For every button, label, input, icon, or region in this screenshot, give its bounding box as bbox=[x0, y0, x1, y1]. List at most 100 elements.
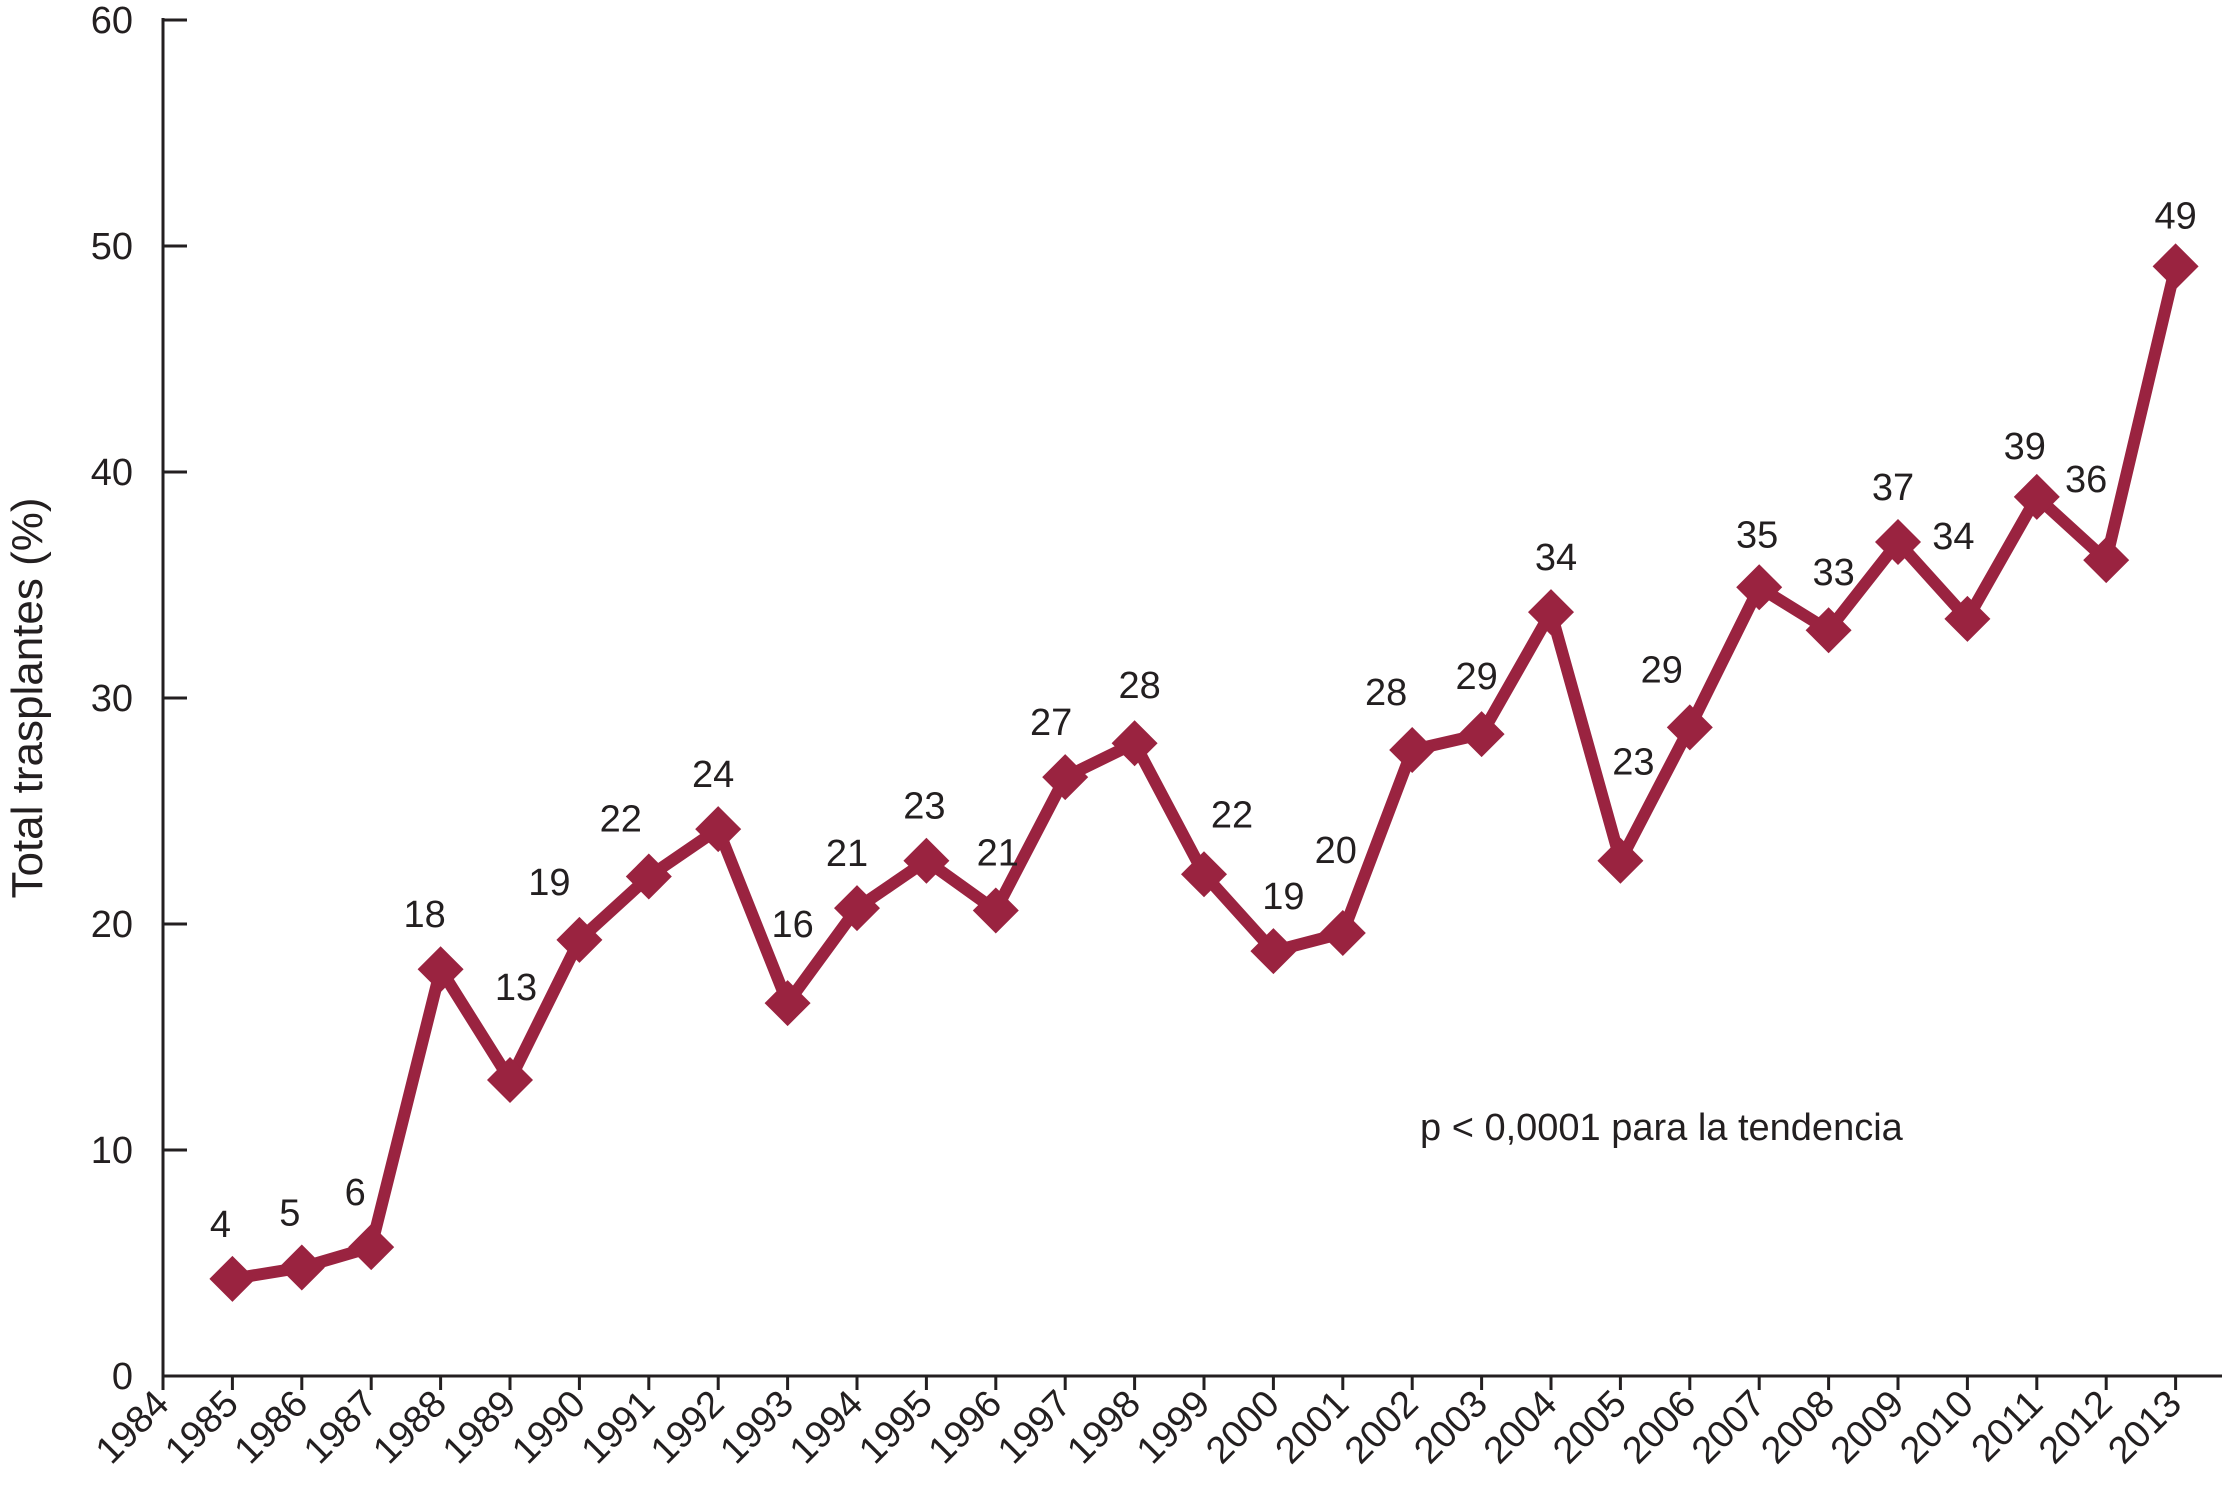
y-tick-label: 20 bbox=[91, 904, 133, 946]
data-point-marker bbox=[2013, 473, 2060, 520]
y-tick-label: 30 bbox=[91, 678, 133, 720]
data-label: 39 bbox=[2004, 426, 2046, 468]
x-tick-label: 2012 bbox=[2031, 1383, 2120, 1472]
data-label: 23 bbox=[903, 786, 945, 828]
data-label: 6 bbox=[345, 1172, 366, 1214]
data-point-marker bbox=[1805, 607, 1852, 654]
data-label: 13 bbox=[495, 967, 537, 1009]
x-tick-label: 1995 bbox=[851, 1383, 940, 1472]
x-tick-label: 2007 bbox=[1684, 1383, 1773, 1472]
data-point-marker bbox=[1389, 726, 1436, 773]
data-point-marker bbox=[556, 916, 603, 963]
x-tick-label: 1988 bbox=[365, 1383, 454, 1472]
data-label: 22 bbox=[600, 799, 642, 841]
data-point-marker bbox=[1736, 564, 1783, 611]
x-tick-label: 1986 bbox=[227, 1383, 316, 1472]
data-point-marker bbox=[834, 885, 880, 932]
y-tick-label: 50 bbox=[91, 226, 133, 268]
x-tick-label: 2004 bbox=[1476, 1383, 1565, 1472]
data-label: 4 bbox=[210, 1204, 231, 1246]
data-label: 29 bbox=[1641, 649, 1683, 691]
data-point-marker bbox=[209, 1255, 256, 1302]
data-point-marker bbox=[1944, 595, 1991, 642]
data-point-marker bbox=[764, 980, 811, 1027]
x-tick-label: 2001 bbox=[1268, 1383, 1357, 1472]
x-tick-label: 1991 bbox=[574, 1383, 663, 1472]
data-label: 37 bbox=[1872, 467, 1914, 509]
x-tick-label: 1998 bbox=[1059, 1383, 1148, 1472]
data-point-marker bbox=[625, 853, 672, 900]
data-label: 21 bbox=[977, 832, 1019, 874]
data-point-marker bbox=[695, 806, 742, 853]
axes bbox=[161, 18, 2222, 1378]
data-point-marker bbox=[278, 1244, 325, 1291]
x-tick-label: 2005 bbox=[1545, 1383, 1634, 1472]
y-tick-label: 40 bbox=[91, 452, 133, 494]
x-tick-label: 2003 bbox=[1406, 1383, 1495, 1472]
x-tick-label: 1997 bbox=[990, 1383, 1079, 1472]
data-label: 28 bbox=[1365, 672, 1407, 714]
data-label: 5 bbox=[279, 1193, 300, 1235]
data-point-marker bbox=[1042, 754, 1089, 801]
y-tick-label: 10 bbox=[91, 1130, 133, 1172]
data-label: 49 bbox=[2154, 195, 2196, 237]
data-point-marker bbox=[972, 887, 1019, 934]
trend-annotation: p < 0,0001 para la tendencia bbox=[1420, 1107, 1904, 1149]
data-point-marker bbox=[348, 1224, 395, 1271]
data-label: 33 bbox=[1812, 552, 1854, 594]
data-point-marker bbox=[1181, 851, 1227, 898]
x-tick-label: 1994 bbox=[782, 1383, 871, 1472]
y-tick-label: 60 bbox=[91, 0, 133, 42]
x-tick-label: 2000 bbox=[1198, 1383, 1287, 1472]
x-tick-label: 2009 bbox=[1823, 1383, 1912, 1472]
data-label: 22 bbox=[1211, 794, 1253, 836]
data-point-marker bbox=[903, 837, 950, 884]
data-label: 36 bbox=[2065, 459, 2107, 501]
data-label: 34 bbox=[1932, 516, 1974, 558]
x-tick-label: 1999 bbox=[1129, 1383, 1218, 1472]
x-tick-label: 1996 bbox=[921, 1383, 1010, 1472]
y-axis-ticks: 0 10 20 30 40 50 60 bbox=[91, 0, 187, 1398]
data-point-marker bbox=[2083, 537, 2130, 584]
x-tick-label: 1992 bbox=[643, 1383, 732, 1472]
data-label: 34 bbox=[1535, 537, 1577, 579]
x-tick-label: 1985 bbox=[157, 1383, 246, 1472]
data-label: 27 bbox=[1030, 702, 1072, 744]
data-label: 21 bbox=[826, 833, 868, 875]
data-label: 18 bbox=[403, 894, 445, 936]
data-point-marker bbox=[1597, 837, 1644, 884]
data-point-marker bbox=[1528, 589, 1574, 636]
x-tick-label: 1990 bbox=[504, 1383, 593, 1472]
data-label: 16 bbox=[771, 904, 813, 946]
data-point-marker bbox=[1111, 720, 1158, 767]
data-label: 20 bbox=[1315, 830, 1357, 872]
x-tick-label: 1993 bbox=[712, 1383, 801, 1472]
data-point-marker bbox=[1666, 704, 1713, 751]
data-label: 24 bbox=[692, 754, 734, 796]
y-axis-label: Total trasplantes (%) bbox=[3, 497, 52, 898]
x-axis-ticks: 1984198519861987198819891990199119921993… bbox=[88, 1376, 2190, 1472]
data-point-marker bbox=[417, 946, 464, 993]
data-label: 35 bbox=[1736, 514, 1778, 556]
data-point-marker bbox=[487, 1056, 533, 1103]
data-series bbox=[209, 243, 2199, 1302]
x-tick-label: 2006 bbox=[1615, 1383, 1704, 1472]
data-label: 29 bbox=[1455, 656, 1497, 698]
data-label: 19 bbox=[1262, 876, 1304, 918]
x-tick-label: 1987 bbox=[296, 1383, 385, 1472]
data-label: 19 bbox=[528, 862, 570, 904]
data-label: 28 bbox=[1118, 665, 1160, 707]
x-tick-label: 2013 bbox=[2100, 1383, 2189, 1472]
data-label: 23 bbox=[1612, 742, 1654, 784]
data-point-marker bbox=[1875, 519, 1921, 566]
y-tick-label: 0 bbox=[112, 1356, 133, 1398]
data-point-marker bbox=[1319, 910, 1366, 957]
x-tick-label: 2011 bbox=[1964, 1383, 2051, 1470]
x-tick-label: 2008 bbox=[1753, 1383, 1842, 1472]
x-tick-label: 2002 bbox=[1337, 1383, 1426, 1472]
data-point-marker bbox=[1458, 711, 1505, 758]
data-point-marker bbox=[2152, 243, 2199, 290]
x-tick-label: 1989 bbox=[435, 1383, 524, 1472]
